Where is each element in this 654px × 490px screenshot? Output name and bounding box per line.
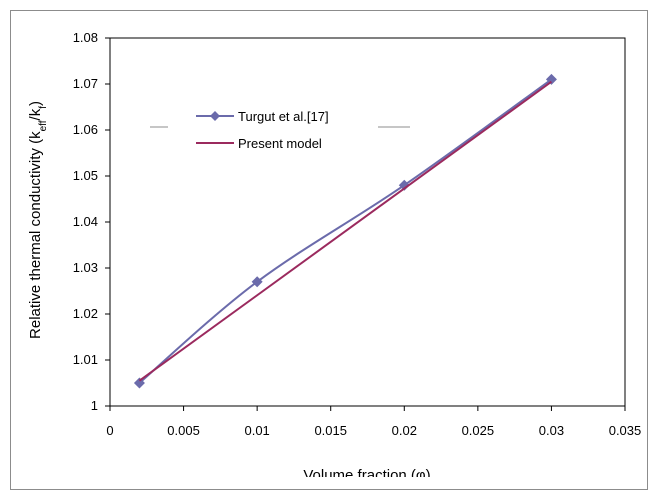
x-tick-label: 0.03 [539,423,564,438]
x-tick-label: 0.01 [244,423,269,438]
tick-marks [105,37,626,411]
series-layer [133,73,557,389]
x-tick-label: 0.035 [609,423,642,438]
chart-svg: 1 1.01 1.02 1.03 1.04 1.05 1.06 1.07 1.08 0 0.005… [27,30,641,477]
x-tick-labels: 0 0.005 0.01 0.015 0.02 0.025 0.03 0.035 [106,423,641,438]
x-tick-label: 0.015 [314,423,347,438]
y-tick-label: 1.06 [73,122,98,137]
y-tick-label: 1.08 [73,30,98,45]
x-tick-label: 0.025 [462,423,495,438]
legend-label-turgut: Turgut et al.[17] [238,109,329,124]
data-point-marker [398,179,410,191]
y-tick-label: 1.02 [73,306,98,321]
series-line-0 [138,78,553,384]
data-point-marker [133,377,145,389]
y-axis-title: Relative thermal conductivity (keff/kf) [27,101,49,339]
x-tick-label: 0 [106,423,113,438]
x-tick-label: 0.005 [167,423,200,438]
y-tick-label: 1 [91,398,98,413]
y-tick-label: 1.05 [73,168,98,183]
y-tick-label: 1.07 [73,76,98,91]
data-point-marker [545,73,557,85]
y-tick-label: 1.03 [73,260,98,275]
data-point-marker [251,276,263,288]
legend-marker-turgut [210,111,220,121]
x-axis-title: Volume fraction (φ) [303,467,430,477]
y-tick-label: 1.01 [73,352,98,367]
x-tick-label: 0.02 [392,423,417,438]
legend-label-present: Present model [238,136,322,151]
series-line-1 [138,80,553,382]
y-tick-label: 1.04 [73,214,98,229]
y-tick-labels: 1 1.01 1.02 1.03 1.04 1.05 1.06 1.07 1.08 [73,30,98,413]
plot-area [109,37,626,407]
legend: Turgut et al.[17] Present model [150,109,410,151]
